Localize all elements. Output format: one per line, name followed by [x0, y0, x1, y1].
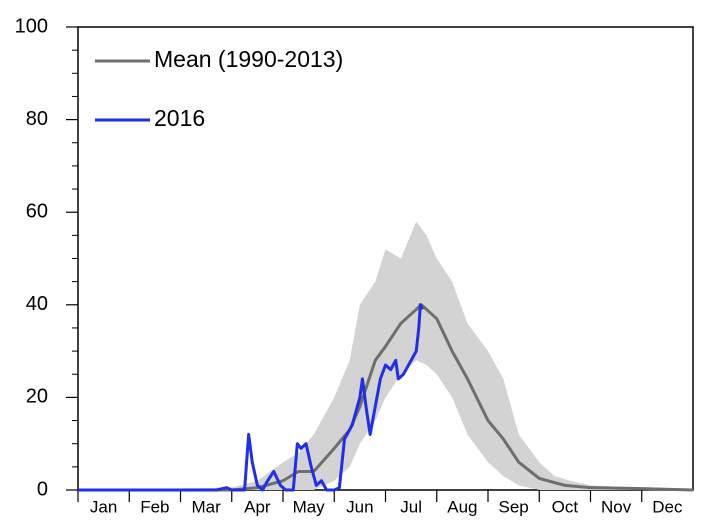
y-tick-label: 100	[15, 15, 48, 37]
legend-label: Mean (1990-2013)	[154, 46, 343, 72]
x-tick-label: Nov	[601, 497, 632, 516]
x-tick-label: Mar	[191, 497, 221, 516]
x-tick-label: Sep	[499, 497, 529, 516]
x-tick-label: Jan	[90, 497, 117, 516]
y-tick-label: 60	[26, 200, 48, 222]
x-tick-label: Oct	[552, 497, 579, 516]
y-tick-label: 20	[26, 386, 48, 408]
series-line	[78, 303, 694, 492]
x-tick-label: Jul	[400, 497, 422, 516]
y-tick-label: 80	[26, 108, 48, 130]
series-line	[78, 303, 424, 492]
x-tick-label: May	[293, 497, 326, 516]
legend-label: 2016	[154, 105, 205, 131]
y-tick-label: 40	[26, 293, 48, 315]
x-tick-label: Apr	[244, 497, 271, 516]
range-band	[78, 221, 693, 490]
x-tick-label: Feb	[140, 497, 169, 516]
x-tick-label: Aug	[447, 497, 477, 516]
x-tick-label: Jun	[346, 497, 373, 516]
y-tick-label: 0	[37, 478, 48, 500]
x-tick-label: Dec	[652, 497, 683, 516]
range-area	[78, 221, 693, 490]
